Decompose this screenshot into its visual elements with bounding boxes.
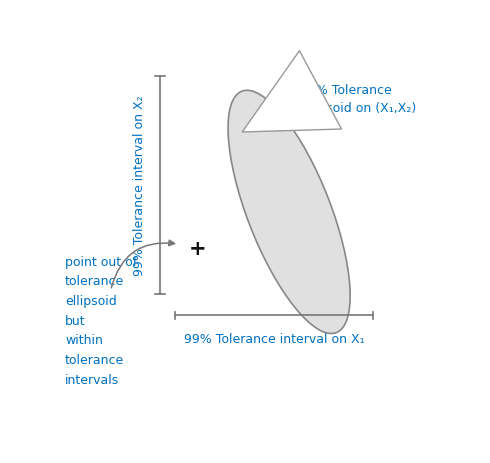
Ellipse shape (228, 91, 350, 334)
Text: tolerance: tolerance (65, 275, 124, 288)
Text: point out of: point out of (65, 255, 137, 268)
Text: within: within (65, 334, 103, 347)
Text: ellipsoid: ellipsoid (65, 294, 117, 307)
Text: 99% Tolerance interval on X₁: 99% Tolerance interval on X₁ (184, 332, 364, 345)
Text: tolerance: tolerance (65, 353, 124, 366)
Text: 99% Tolerance: 99% Tolerance (300, 84, 392, 97)
Text: ellipsoid on (X₁,X₂): ellipsoid on (X₁,X₂) (300, 102, 416, 115)
Text: 99% Tolerance interval on X₂: 99% Tolerance interval on X₂ (133, 95, 146, 276)
Text: but: but (65, 314, 86, 327)
Text: intervals: intervals (65, 373, 119, 386)
Text: +: + (189, 238, 207, 258)
